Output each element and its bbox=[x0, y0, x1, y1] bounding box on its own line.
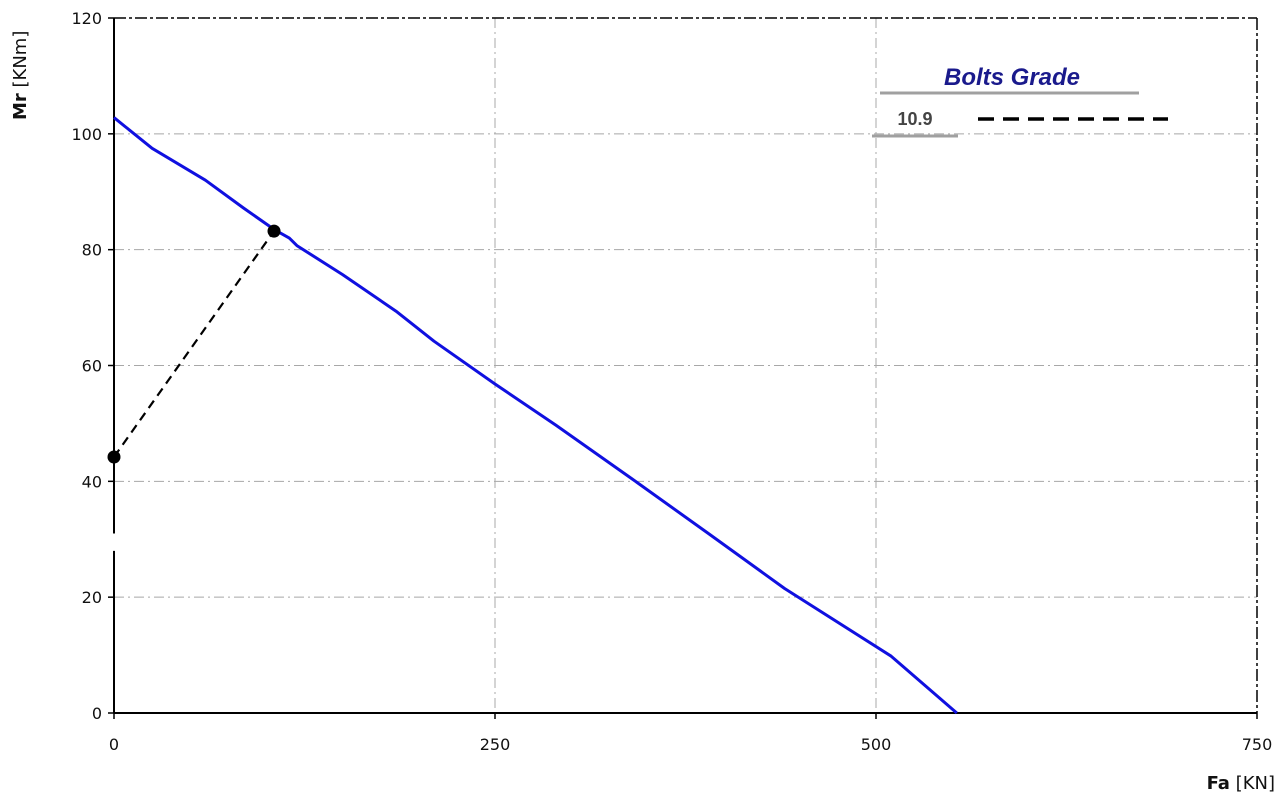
x-tick-label: 750 bbox=[1242, 735, 1273, 754]
x-tick-label: 0 bbox=[109, 735, 119, 754]
series-line-0 bbox=[113, 116, 958, 715]
x-tick-label: 500 bbox=[861, 735, 892, 754]
legend: Bolts Grade 10.9 bbox=[872, 64, 1168, 138]
y-tick-label: 40 bbox=[82, 472, 102, 491]
x-tick-labels: 0 250 500 750 bbox=[109, 735, 1272, 754]
y-tick-label: 0 bbox=[92, 704, 102, 723]
grid-lines bbox=[114, 18, 1257, 713]
y-tick-labels: 0 20 40 60 80 100 120 bbox=[71, 9, 102, 723]
y-tick-label: 20 bbox=[82, 588, 102, 607]
y-tick-label: 80 bbox=[82, 241, 102, 260]
x-tick-label: 250 bbox=[480, 735, 511, 754]
y-tick-label: 60 bbox=[82, 357, 102, 376]
x-axis-label: Fa [KN] bbox=[1207, 773, 1275, 794]
data-series bbox=[107, 116, 958, 715]
series-line-1 bbox=[113, 230, 275, 458]
legend-entry-label: 10.9 bbox=[897, 109, 932, 129]
series-point-1 bbox=[267, 224, 281, 238]
legend-title: Bolts Grade bbox=[944, 64, 1080, 91]
series-point-1 bbox=[107, 450, 121, 464]
y-axis-label: Mr [KNm] bbox=[10, 31, 31, 120]
y-tick-label: 100 bbox=[71, 125, 102, 144]
axes bbox=[108, 17, 1258, 719]
y-tick-label: 120 bbox=[71, 9, 102, 28]
